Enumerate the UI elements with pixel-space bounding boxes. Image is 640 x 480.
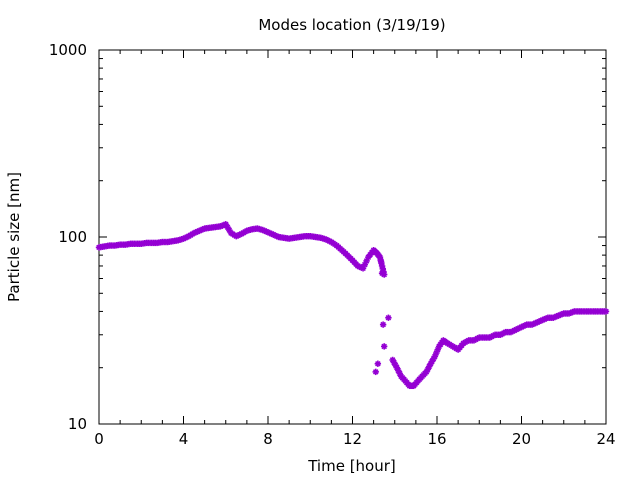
y-tick-label: 100	[58, 228, 87, 246]
data-point	[602, 308, 610, 315]
axis-ticks	[98, 49, 607, 425]
data-point	[385, 314, 392, 321]
x-axis-label: Time [hour]	[307, 457, 396, 475]
data-point	[379, 321, 387, 328]
plot-frame	[98, 49, 607, 425]
data-point	[374, 360, 382, 367]
y-axis-label: Particle size [nm]	[5, 172, 23, 302]
data-point	[378, 270, 386, 277]
y-tick-label: 1000	[49, 41, 87, 59]
x-tick-label: 20	[512, 430, 531, 448]
x-tick-label: 0	[94, 430, 104, 448]
x-tick-label: 24	[596, 430, 615, 448]
x-tick-label: 4	[179, 430, 189, 448]
data-point	[377, 258, 385, 265]
data-point	[372, 368, 379, 376]
x-tick-label: 12	[343, 430, 362, 448]
axis-tick-labels: 0 4 8 12 16 20 24 10 100 1000	[49, 41, 616, 448]
data-point	[380, 343, 388, 350]
y-tick-label: 10	[68, 415, 87, 433]
chart-title: Modes location (3/19/19)	[258, 16, 445, 34]
data-points	[95, 221, 610, 390]
x-tick-label: 16	[427, 430, 446, 448]
x-tick-label: 8	[263, 430, 273, 448]
